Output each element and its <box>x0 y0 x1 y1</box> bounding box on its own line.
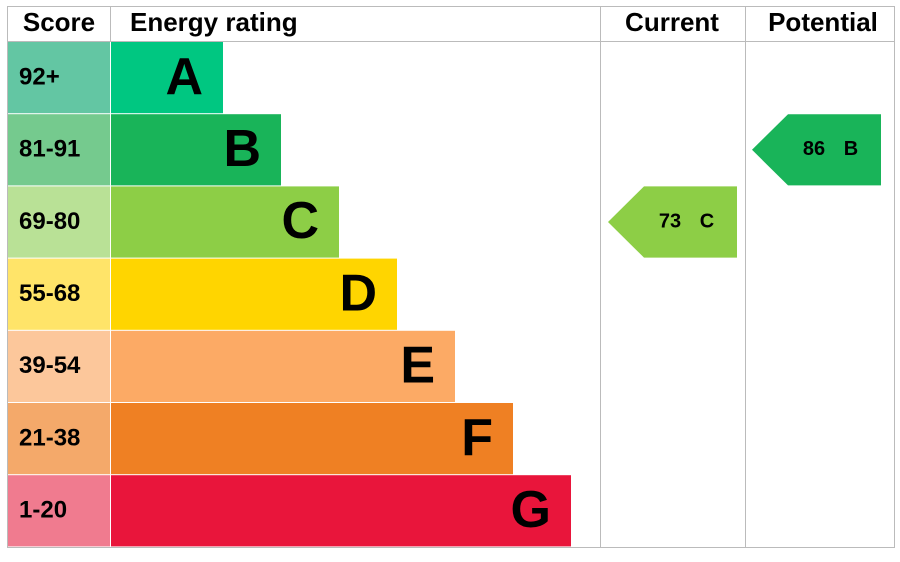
arrow-letter: C <box>700 210 714 232</box>
rating-letter: F <box>461 409 493 467</box>
arrow-value: 73 <box>659 210 681 232</box>
score-label: 21-38 <box>19 424 80 451</box>
header: Energy rating <box>130 7 298 37</box>
score-label: 92+ <box>19 63 60 90</box>
header: Potential <box>768 7 878 37</box>
rating-arrow <box>752 114 881 186</box>
rating-bar <box>111 186 339 258</box>
score-cell <box>8 258 110 330</box>
header: Score <box>23 7 95 37</box>
score-cell <box>8 403 110 475</box>
frame <box>7 6 895 548</box>
score-cell <box>8 186 110 258</box>
rating-bar <box>111 258 397 330</box>
score-label: 69-80 <box>19 208 80 235</box>
arrow-letter: B <box>844 138 858 160</box>
score-cell <box>8 330 110 402</box>
score-cell <box>8 114 110 186</box>
rating-letter: C <box>281 192 319 250</box>
score-cell <box>8 42 110 114</box>
score-label: 1-20 <box>19 497 67 524</box>
rating-letter: B <box>223 120 261 178</box>
rating-bar <box>111 330 455 402</box>
score-label: 55-68 <box>19 280 80 307</box>
rating-bar <box>111 475 571 547</box>
score-label: 81-91 <box>19 136 80 163</box>
rating-arrow <box>608 186 737 258</box>
arrow-value: 86 <box>803 138 825 160</box>
score-cell <box>8 475 110 547</box>
rating-bar <box>111 114 281 186</box>
score-label: 39-54 <box>19 352 81 379</box>
rating-letter: D <box>339 264 377 322</box>
rating-letter: G <box>511 481 551 539</box>
header: Current <box>625 7 719 37</box>
rating-letter: E <box>400 337 435 395</box>
rating-bar <box>111 42 223 114</box>
rating-bar <box>111 403 513 475</box>
rating-letter: A <box>165 48 203 106</box>
